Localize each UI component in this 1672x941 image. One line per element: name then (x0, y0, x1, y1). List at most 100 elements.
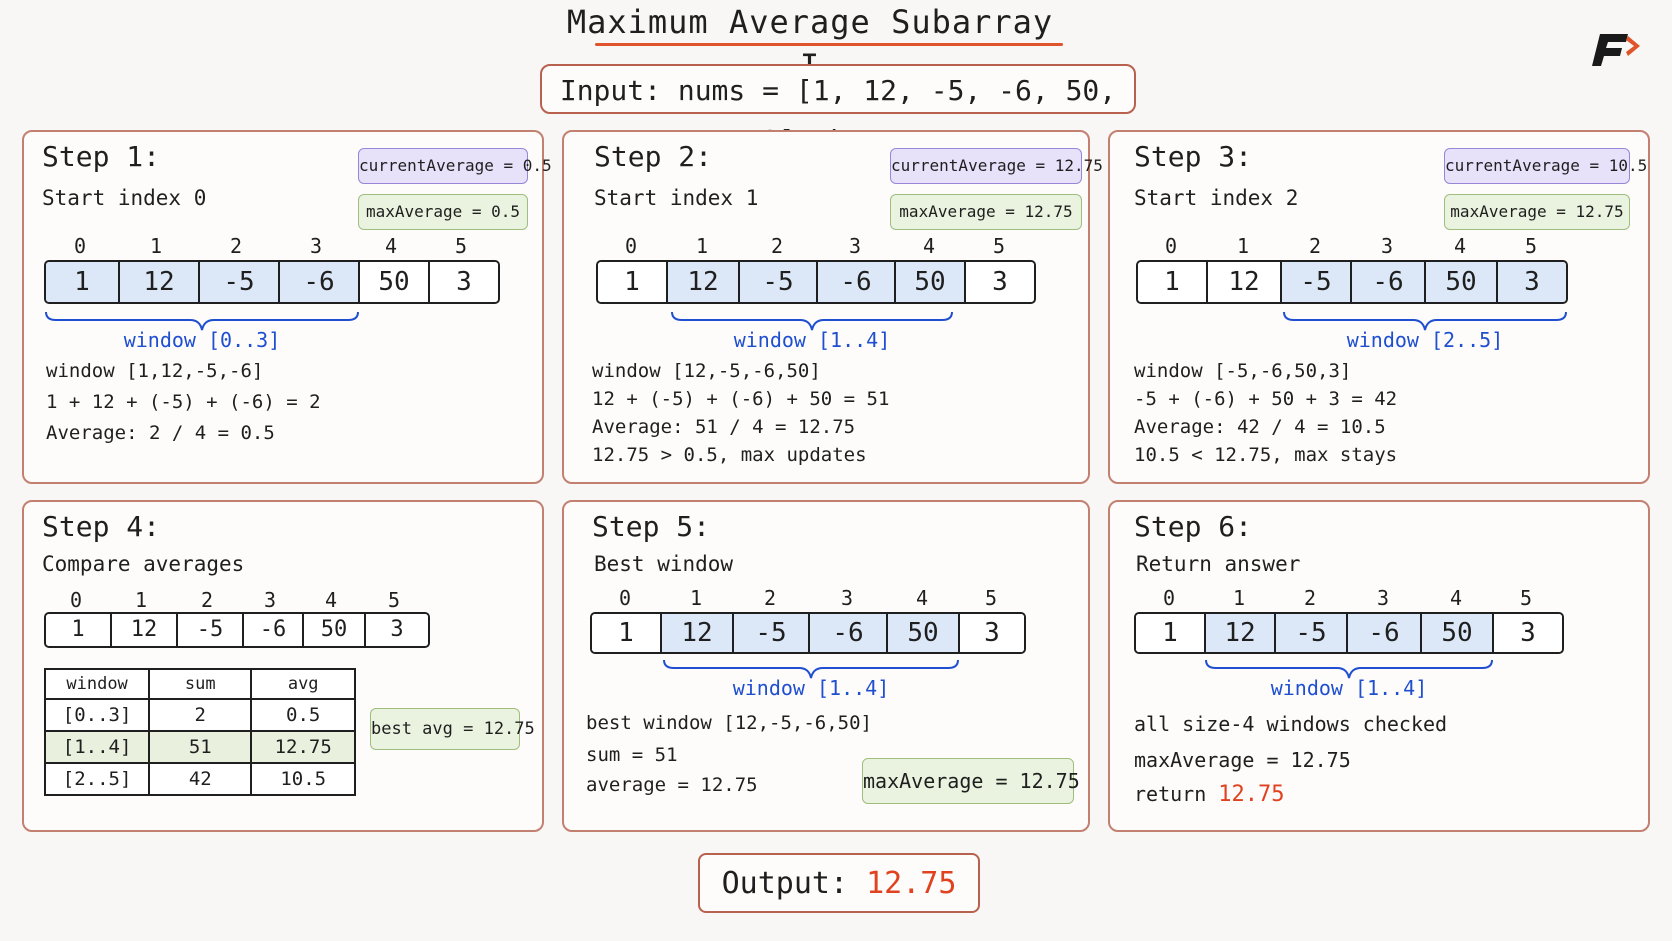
best-avg-badge: best avg = 12.75 (370, 708, 535, 750)
array-cell: 3 (430, 262, 498, 302)
index-label: 5 (1519, 586, 1533, 610)
index-label: 2 (1308, 234, 1322, 258)
step-3-panel: Step 3: Start index 2 currentAverage = 1… (1108, 130, 1650, 484)
array-cell: 50 (888, 614, 960, 652)
table-row: [1..4] 51 12.75 (43, 730, 356, 764)
array-cell: 1 (1136, 614, 1206, 652)
step-text-line: 12.75 > 0.5, max updates (592, 444, 867, 466)
step-text-line: Average: 2 / 4 = 0.5 (46, 422, 275, 444)
window-brace (1283, 311, 1567, 331)
step-subtitle: Start index 0 (42, 186, 207, 210)
window-brace (663, 659, 959, 679)
index-label: 1 (1236, 234, 1250, 258)
step-title: Step 6: (1134, 510, 1253, 543)
step-4-panel: Step 4: Compare averages 0 1 2 3 4 5 1 1… (22, 500, 544, 832)
table-cell: 51 (148, 730, 253, 764)
index-label: 5 (1524, 234, 1538, 258)
array-cell: 1 (46, 262, 120, 302)
step-title: Step 5: (592, 510, 711, 543)
index-label: 3 (1376, 586, 1390, 610)
max-average-badge: maxAverage = 12.75 (862, 758, 1080, 804)
array-cell: -5 (734, 614, 810, 652)
return-label: return (1134, 782, 1207, 806)
array-cell: 12 (1206, 614, 1276, 652)
index-label: 5 (387, 588, 401, 612)
array-cell: 1 (46, 614, 112, 646)
table-header: avg (250, 668, 356, 700)
array-cell: 3 (960, 614, 1024, 652)
array-cell: 12 (662, 614, 734, 652)
index-label: 1 (1232, 586, 1246, 610)
step-text-line: 10.5 < 12.75, max stays (1134, 444, 1398, 466)
index-label: 2 (200, 588, 214, 612)
array-cell: 12 (1208, 262, 1282, 302)
step-subtitle: Compare averages (42, 552, 245, 576)
nums-array: 1 12 -5 -6 50 3 (590, 612, 1026, 654)
array-cell: 50 (1426, 262, 1498, 302)
nums-array: 1 12 -5 -6 50 3 (1134, 612, 1564, 654)
table-header: window (43, 668, 151, 700)
step-text-line: all size-4 windows checked (1134, 712, 1448, 736)
index-label: 2 (763, 586, 777, 610)
window-brace (1205, 659, 1493, 679)
table-cell: 10.5 (250, 762, 356, 796)
step-text-line: -5 + (-6) + 50 + 3 = 42 (1134, 388, 1398, 410)
table-cell: 12.75 (250, 730, 356, 764)
index-label: 4 (384, 234, 398, 258)
input-box: Input: nums = [1, 12, -5, -6, 50, 3], k … (540, 64, 1136, 157)
nums-array: 1 12 -5 -6 50 3 (1136, 260, 1568, 304)
array-cell: 12 (112, 614, 178, 646)
current-average-badge: currentAverage = 12.75 (890, 148, 1103, 184)
array-cell: 1 (598, 262, 668, 302)
step-title: Step 2: (594, 140, 713, 173)
step-subtitle: Return answer (1136, 552, 1301, 576)
window-brace (671, 311, 953, 331)
output-label: Output: (721, 866, 849, 901)
window-label: window [1..4] (733, 328, 891, 352)
step-text-line: sum = 51 (586, 744, 678, 766)
array-cell: -5 (1276, 614, 1348, 652)
array-cell: -6 (810, 614, 888, 652)
array-cell: 12 (120, 262, 200, 302)
index-label: 2 (229, 234, 243, 258)
current-average-badge: currentAverage = 0.5 (358, 148, 552, 184)
step-text-line: window [-5,-6,50,3] (1134, 360, 1352, 382)
table-row: [0..3] 2 0.5 (43, 698, 356, 732)
window-brace (45, 311, 359, 331)
nums-array: 1 12 -5 -6 50 3 (44, 612, 430, 648)
index-label: 1 (149, 234, 163, 258)
step-title: Step 4: (42, 510, 161, 543)
array-cell: 1 (592, 614, 662, 652)
index-label: 4 (1449, 586, 1463, 610)
table-header: sum (148, 668, 253, 700)
step-text-line: average = 12.75 (586, 774, 758, 796)
array-cell: 12 (668, 262, 740, 302)
table-header-row: window sum avg (43, 668, 356, 700)
array-cell: -6 (244, 614, 304, 646)
max-average-badge: maxAverage = 0.5 (358, 194, 528, 230)
array-cell: 3 (1498, 262, 1566, 302)
step-6-panel: Step 6: Return answer 0 1 2 3 4 5 1 12 -… (1108, 500, 1650, 832)
return-line: return 12.75 (1134, 782, 1285, 807)
step-text-line: Average: 42 / 4 = 10.5 (1134, 416, 1386, 438)
max-average-badge: maxAverage = 12.75 (1444, 194, 1630, 230)
current-average-badge: currentAverage = 10.5 (1444, 148, 1647, 184)
window-label: window [1..4] (1270, 676, 1428, 700)
output-box: Output: 12.75 (698, 853, 980, 913)
table-cell: 0.5 (250, 698, 356, 732)
step-subtitle: Start index 1 (594, 186, 759, 210)
array-cell: 3 (966, 262, 1034, 302)
index-label: 3 (1380, 234, 1394, 258)
max-average-badge: maxAverage = 12.75 (890, 194, 1082, 230)
index-label: 0 (624, 234, 638, 258)
array-cell: -6 (1348, 614, 1422, 652)
step-text-line: window [12,-5,-6,50] (592, 360, 821, 382)
array-cell: 3 (1494, 614, 1562, 652)
index-label: 0 (1164, 234, 1178, 258)
index-label: 5 (992, 234, 1006, 258)
index-label: 4 (324, 588, 338, 612)
window-label: window [1..4] (732, 676, 890, 700)
table-cell: [1..4] (43, 730, 151, 764)
index-label: 2 (770, 234, 784, 258)
index-label: 1 (695, 234, 709, 258)
